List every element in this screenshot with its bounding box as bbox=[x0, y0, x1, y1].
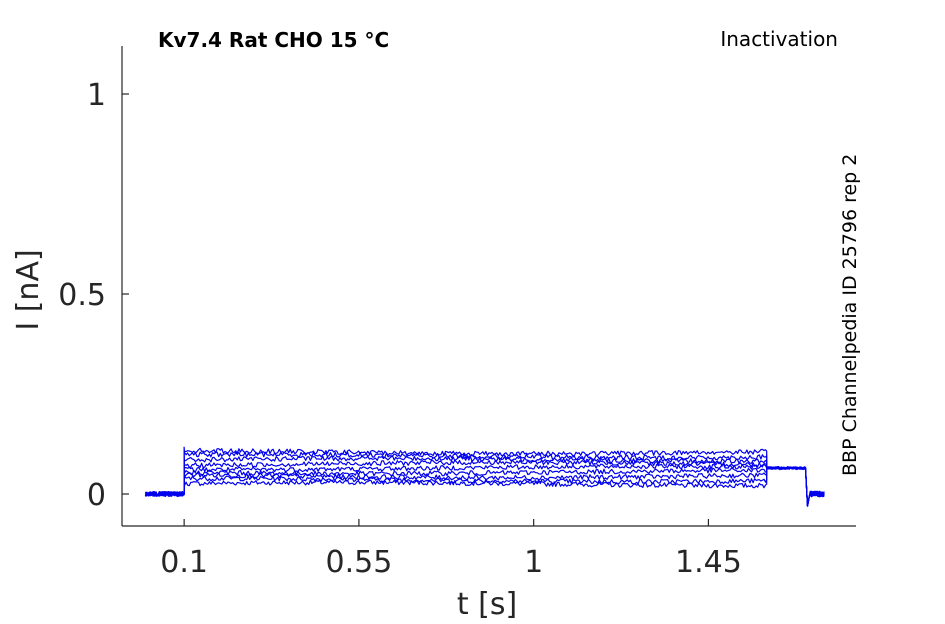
x-tick-label: 1 bbox=[524, 545, 543, 580]
current-trace bbox=[144, 466, 825, 507]
current-trace bbox=[144, 454, 825, 507]
source-label: BBP Channelpedia ID 25796 rep 2 bbox=[839, 154, 861, 476]
y-axis-title: I [nA] bbox=[11, 249, 46, 330]
chart-title: Kv7.4 Rat CHO 15 °C bbox=[158, 28, 389, 52]
protocol-label: Inactivation bbox=[720, 27, 838, 51]
current-trace bbox=[144, 466, 825, 507]
x-axis-title: t [s] bbox=[457, 587, 517, 622]
x-tick-label: 0.55 bbox=[326, 545, 393, 580]
current-trace bbox=[145, 465, 825, 507]
x-tick-label: 1.45 bbox=[675, 545, 742, 580]
current-trace bbox=[144, 446, 825, 507]
y-tick-label: 0.5 bbox=[58, 278, 106, 313]
x-tick-label: 0.1 bbox=[160, 545, 208, 580]
current-traces bbox=[144, 446, 825, 507]
x-ticks: 0.1 0.55 1 1.45 bbox=[160, 519, 742, 580]
current-trace bbox=[145, 462, 825, 507]
y-tick-label: 1 bbox=[87, 78, 106, 113]
y-tick-label: 0 bbox=[87, 478, 106, 513]
y-ticks: 00.51 bbox=[58, 78, 129, 513]
